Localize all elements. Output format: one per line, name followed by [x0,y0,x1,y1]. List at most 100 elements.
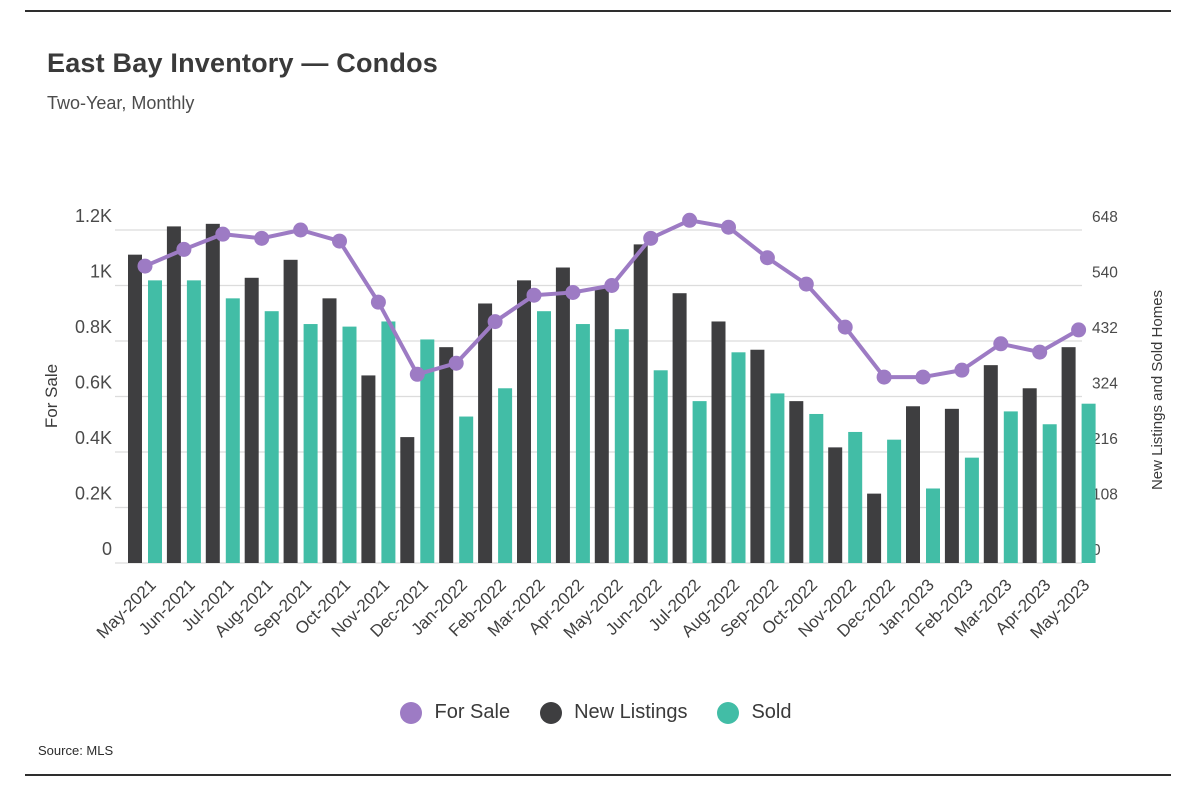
chart-subtitle: Two-Year, Monthly [47,93,195,113]
new-listings-bar[interactable] [672,293,687,563]
new-listings-bar[interactable] [555,267,570,563]
for-sale-point[interactable] [954,362,970,378]
for-sale-point[interactable] [915,369,931,385]
sold-bar[interactable] [809,413,824,563]
sold-bar[interactable] [848,431,863,563]
new-listings-swatch-icon [540,701,563,724]
legend-item-sold[interactable]: Sold [717,701,792,724]
sold-bar[interactable] [1081,403,1096,563]
legend-label-new-listings: New Listings [574,701,688,723]
right-axis-tick-label: 216 [1092,431,1118,448]
left-axis-tick-label: 0 [102,539,112,559]
left-axis-tick-label: 0.2K [75,484,112,504]
new-listings-bar[interactable] [244,277,259,563]
for-sale-point[interactable] [487,314,503,330]
for-sale-point[interactable] [721,219,736,235]
sold-bar[interactable] [537,311,551,563]
left-axis-tick-label: 1.2K [75,206,112,226]
for-sale-point[interactable] [643,230,659,246]
for-sale-point[interactable] [565,284,581,300]
sold-bar[interactable] [887,439,902,563]
for-sale-point[interactable] [409,366,425,382]
for-sale-point[interactable] [215,226,231,242]
new-listings-bar[interactable] [789,401,804,563]
sold-bar[interactable] [731,352,746,563]
sold-bar[interactable] [498,388,513,563]
for-sale-point[interactable] [254,230,270,246]
for-sale-point[interactable] [876,369,892,385]
legend-item-for-sale[interactable]: For Sale [400,701,510,724]
for-sale-point[interactable] [1071,322,1087,338]
left-axis-tick-label: 1K [90,262,112,282]
sold-bar[interactable] [459,416,474,563]
for-sale-point[interactable] [448,355,464,371]
right-axis-title: New Listings and Sold Homes [1149,290,1166,490]
legend-item-new-listings[interactable]: New Listings [540,701,687,724]
new-listings-bar[interactable] [906,406,920,563]
new-listings-bar[interactable] [283,259,298,563]
right-axis-tick-label: 108 [1092,487,1118,504]
sold-bar[interactable] [1003,411,1018,563]
for-sale-point[interactable] [604,278,620,293]
left-axis-tick-label: 0.6K [75,373,112,393]
new-listings-bar[interactable] [439,347,454,563]
sold-bar[interactable] [342,326,357,563]
sold-bar[interactable] [186,280,201,563]
for-sale-point[interactable] [176,241,192,257]
new-listings-bar[interactable] [750,349,765,563]
for-sale-point[interactable] [682,212,698,228]
for-sale-point[interactable] [526,287,542,303]
new-listings-bar[interactable] [128,254,142,563]
for-sale-swatch-icon [400,701,423,724]
for-sale-point[interactable] [798,276,814,292]
sold-bar[interactable] [303,324,318,563]
sold-swatch-icon [717,701,740,724]
new-listings-bar[interactable] [633,244,648,563]
right-axis-tick-label: 324 [1092,376,1118,393]
new-listings-bar[interactable] [983,365,998,563]
for-sale-point[interactable] [759,250,775,266]
new-listings-bar[interactable] [166,226,181,563]
sold-bar[interactable] [420,339,435,563]
new-listings-bar[interactable] [205,223,220,564]
for-sale-point[interactable] [993,336,1009,352]
sold-bar[interactable] [1042,424,1057,563]
sold-bar[interactable] [614,329,629,563]
new-listings-bar[interactable] [828,447,843,563]
for-sale-point[interactable] [1032,344,1048,360]
new-listings-bar[interactable] [867,493,882,563]
chart-legend: For Sale New Listings Sold [0,701,1192,724]
sold-bar[interactable] [264,311,279,563]
sold-bar[interactable] [692,401,707,563]
for-sale-point[interactable] [293,222,309,238]
new-listings-bar[interactable] [400,437,415,563]
new-listings-bar[interactable] [944,408,959,563]
for-sale-point[interactable] [137,258,153,274]
new-listings-bar[interactable] [322,298,337,563]
sold-bar[interactable] [381,321,396,563]
legend-label-sold: Sold [751,701,792,723]
new-listings-bar[interactable] [594,288,609,563]
right-axis-tick-label: 648 [1092,209,1118,226]
new-listings-bar[interactable] [478,303,493,563]
sold-bar[interactable] [575,324,590,563]
sold-bar[interactable] [770,393,785,563]
for-sale-point[interactable] [332,233,347,249]
sold-bar[interactable] [653,370,668,563]
for-sale-point[interactable] [837,319,853,335]
new-listings-bar[interactable] [711,321,726,563]
for-sale-point[interactable] [370,294,386,310]
sold-bar[interactable] [225,298,240,563]
new-listings-bar[interactable] [1061,347,1076,563]
new-listings-bar[interactable] [1022,388,1037,563]
sold-bar[interactable] [964,457,979,563]
bottom-border-line [25,774,1171,776]
right-axis-tick-label: 432 [1092,320,1118,337]
sold-bar[interactable] [148,280,162,563]
legend-label-for-sale: For Sale [434,701,511,723]
left-axis-tick-label: 0.8K [75,317,112,337]
sold-bar[interactable] [926,488,940,563]
new-listings-bar[interactable] [517,280,531,563]
new-listings-bar[interactable] [361,375,376,563]
